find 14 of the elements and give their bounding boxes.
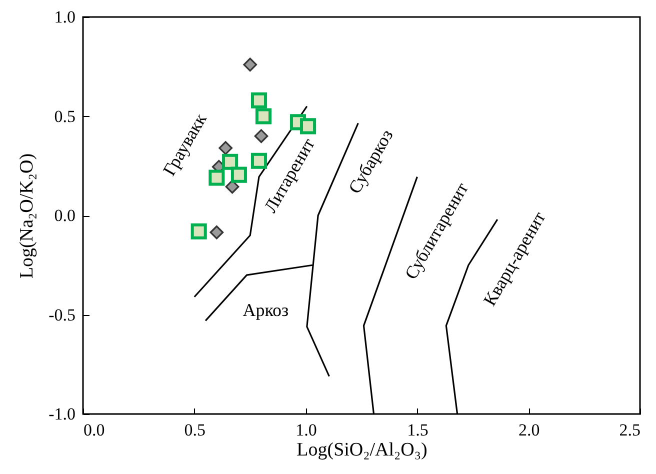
y-tick-label: -1.0 [48,404,76,424]
y-tick-label: 1.0 [54,8,76,26]
x-axis-title: Log(SiO₂/Al₂O₃) [296,440,428,460]
x-tick-label: 1.5 [407,420,428,440]
x-tick-label: 2.5 [619,420,640,440]
x-tick-label: 2.0 [518,420,540,440]
annotation: Аркоз [242,300,289,320]
y-axis-title: Log(Na₂O/K₂O) [16,153,38,279]
y-tick-label: 0.5 [54,106,76,126]
x-tick-label: 0.5 [184,420,206,440]
y-tick-label: -0.5 [48,305,76,324]
y-tick-label: 0.0 [54,206,76,225]
x-tick-label: 0.0 [84,420,105,440]
x-tick-label: 1.0 [296,420,317,440]
